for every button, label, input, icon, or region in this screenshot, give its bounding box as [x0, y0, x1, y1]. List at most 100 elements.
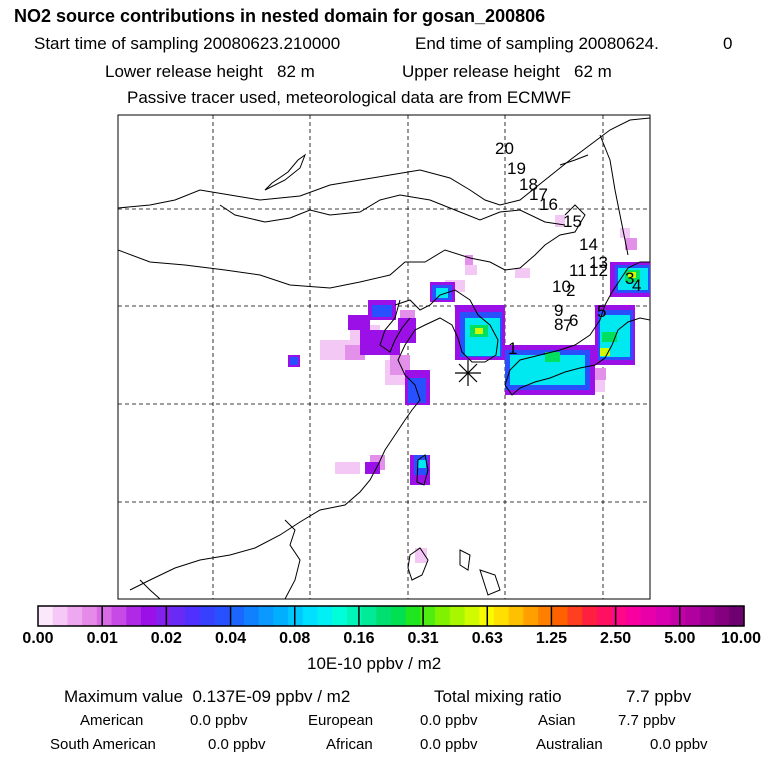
colorbar-cell: [332, 606, 348, 626]
colorbar-tick-label: 1.25: [535, 630, 568, 647]
colorbar-tick-label: 0.16: [343, 630, 375, 647]
trajectory-label: 2: [566, 281, 575, 300]
trajectory-label: 5: [597, 302, 606, 321]
total-mixing-value: 7.7 ppbv: [626, 687, 692, 706]
end-time-label: End time of sampling 20080624.: [415, 34, 659, 53]
colorbar-cell: [567, 606, 583, 626]
colorbar-cell: [185, 606, 201, 626]
european-label: European: [308, 712, 374, 729]
trajectory-label: 19: [507, 159, 526, 178]
trajectory-label: 3: [625, 269, 634, 288]
colorbar-cell: [155, 606, 171, 626]
coastline: [118, 117, 650, 599]
upper-release-height: Upper release height 62 m: [402, 62, 612, 81]
colorbar-cell: [67, 606, 83, 626]
asian-value: 7.7 ppbv: [618, 712, 676, 729]
colorbar-tick-label: 0.02: [150, 630, 182, 647]
trajectory-label: 15: [563, 212, 582, 231]
plot-title: NO2 source contributions in nested domai…: [14, 6, 546, 26]
colorbar-cell: [464, 606, 480, 626]
colorbar-cell: [641, 606, 657, 626]
colorbar-cell: [493, 606, 510, 626]
colorbar-cell: [596, 606, 613, 626]
colorbar-tick-label: 0.08: [279, 630, 311, 647]
end-time-value: 0: [723, 34, 733, 53]
tracer-note: Passive tracer used, meteorological data…: [127, 88, 572, 107]
european-value: 0.0 ppbv: [420, 712, 478, 729]
colorbar-cell: [582, 606, 598, 626]
american-label: American: [80, 712, 144, 729]
trajectory-label: 1: [508, 339, 517, 358]
colorbar-cell: [655, 606, 672, 626]
colorbar-cell: [302, 606, 319, 626]
trajectory-label: 13: [589, 253, 608, 272]
african-label: African: [326, 736, 373, 753]
trajectory-label: 9: [554, 301, 563, 320]
colorbar-cell: [729, 606, 745, 626]
lower-release-height: Lower release height 82 m: [105, 62, 315, 81]
colorbar-tick-label: 0.31: [407, 630, 439, 647]
colorbar-cell: [376, 606, 392, 626]
colorbar-unit: 10E-10 ppbv / m2: [307, 654, 442, 673]
trajectory-label: 18: [519, 175, 538, 194]
colorbar-cell: [214, 606, 230, 626]
trajectory-label: 8: [554, 315, 563, 334]
south-american-value: 0.0 ppbv: [208, 736, 266, 753]
colorbar-cell: [405, 606, 422, 626]
trajectory-label: 6: [569, 311, 578, 330]
colorbar-tick-label: 0.00: [22, 630, 54, 647]
colorbar-cell: [538, 606, 554, 626]
colorbar-tick-label: 5.00: [664, 630, 696, 647]
colorbar-tick-label: 2.50: [600, 630, 632, 647]
trajectory-label: 16: [539, 195, 558, 214]
colorbar-cell: [508, 606, 524, 626]
colorbar-cell: [611, 606, 627, 626]
colorbar-cell: [96, 606, 113, 626]
colorbar-cell: [391, 606, 407, 626]
colorbar-cell: [670, 606, 686, 626]
colorbar-cell: [685, 606, 701, 626]
colorbar-cell: [346, 606, 363, 626]
colorbar-cell: [52, 606, 69, 626]
start-time-label: Start time of sampling 20080623.210000: [34, 34, 341, 53]
colorbar-cell: [523, 606, 539, 626]
colorbar-cell: [140, 606, 157, 626]
colorbar-cell: [199, 606, 216, 626]
trajectory-label: 17: [529, 185, 548, 204]
colorbar-cell: [714, 606, 730, 626]
australian-value: 0.0 ppbv: [650, 736, 708, 753]
colorbar-cell: [435, 606, 451, 626]
trajectory-label: 4: [632, 276, 641, 295]
colorbar-tick-label: 0.04: [214, 630, 247, 647]
colorbar-cell: [258, 606, 274, 626]
total-mixing-label: Total mixing ratio: [434, 687, 562, 706]
colorbar-cell: [126, 606, 142, 626]
colorbar-cell: [626, 606, 642, 626]
colorbar-tick-label: 10.00: [720, 630, 762, 647]
colorbar-tick-label: 0.63: [471, 630, 503, 647]
colorbar-cell: [82, 606, 98, 626]
colorbar-cell: [361, 606, 377, 626]
african-value: 0.0 ppbv: [420, 736, 478, 753]
trajectory-label: 10: [552, 277, 571, 296]
colorbar-cell: [229, 606, 245, 626]
colorbar-cell: [552, 606, 569, 626]
colorbar-tick-label: 0.01: [86, 630, 118, 647]
colorbar-cell: [273, 606, 289, 626]
colorbar-cell: [288, 606, 304, 626]
colorbar-cell: [170, 606, 186, 626]
colorbar-cell: [111, 606, 127, 626]
trajectory-label: 12: [589, 261, 608, 280]
australian-label: Australian: [536, 736, 603, 753]
colorbar-cell: [699, 606, 716, 626]
trajectory-label: 11: [569, 261, 587, 280]
colorbar-cell: [449, 606, 466, 626]
trajectory-label: 14: [579, 235, 598, 254]
colorbar-cell: [317, 606, 333, 626]
american-value: 0.0 ppbv: [190, 712, 248, 729]
south-american-label: South American: [50, 736, 156, 753]
trajectory-label: 20: [495, 139, 514, 158]
asterisk-icon: [455, 360, 481, 386]
